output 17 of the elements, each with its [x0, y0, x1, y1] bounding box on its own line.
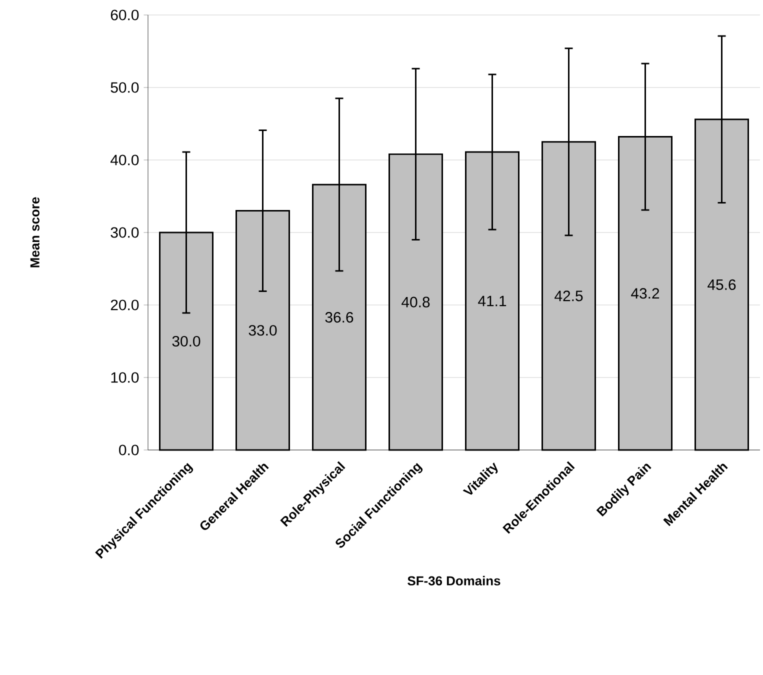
y-tick-label: 10.0	[111, 372, 139, 383]
data-label: 43.2	[631, 288, 660, 299]
data-label: 40.8	[402, 296, 430, 308]
y-tick-label: 40.0	[110, 154, 139, 166]
y-tick-label: 0.0	[119, 444, 139, 456]
data-label: 45.6	[708, 279, 736, 290]
data-label: 36.6	[325, 312, 354, 323]
data-label: 30.0	[172, 336, 200, 347]
data-label: 42.5	[554, 290, 583, 302]
data-label: 33.0	[248, 325, 277, 336]
y-tick-label: 20.0	[110, 300, 139, 310]
data-label: 41.1	[478, 296, 506, 306]
y-tick-label: 60.0	[110, 10, 139, 20]
x-axis-title: SF-36 Domains	[408, 576, 500, 586]
y-tick-label: 30.0	[110, 227, 139, 238]
y-axis-title: Mean score	[30, 197, 40, 268]
y-tick-label: 50.0	[110, 82, 139, 93]
